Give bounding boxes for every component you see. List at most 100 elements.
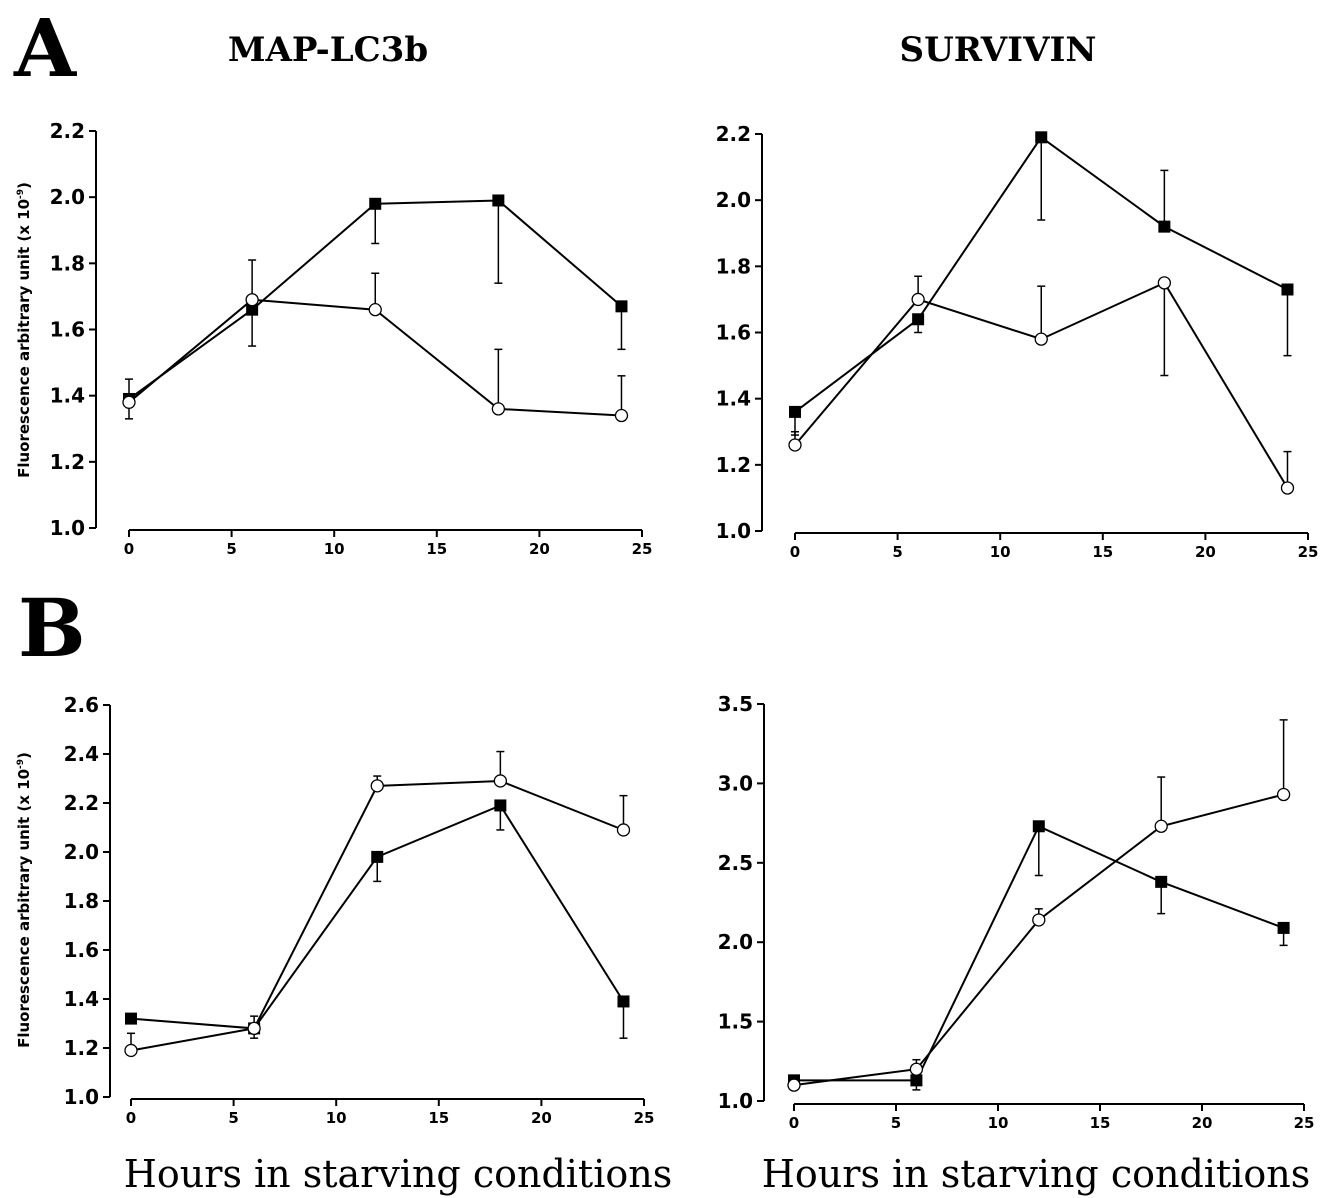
x-tick-label: 0 [124, 540, 134, 558]
chart-a2: 1.0 1.2 1.4 1.6 1.8 2.0 2.2 0 5 10 15 20 25 [716, 122, 1319, 561]
x-tick-label: 20 [1195, 543, 1216, 561]
marker-open-circle [909, 1062, 924, 1076]
y-tick-label: 1.2 [50, 450, 85, 474]
marker-filled-square [615, 300, 628, 313]
panel-label-a: A [14, 1, 77, 95]
column-title-map-lc3b: MAP-LC3b [227, 30, 429, 70]
marker-open-circle [245, 293, 259, 307]
x-tick-label: 0 [790, 543, 800, 561]
y-tick-label: 1.0 [64, 1085, 99, 1109]
marker-open-circle [368, 302, 382, 317]
marker-open-circle [911, 292, 925, 307]
y-tick-label: 2.0 [716, 188, 751, 212]
x-tick-label: 15 [1090, 1114, 1111, 1132]
marker-open-circle [787, 1078, 801, 1092]
panel-label-b: B [18, 581, 86, 675]
y-tick-label: 2.0 [718, 930, 753, 954]
marker-filled-square [369, 197, 382, 210]
y-tick-label: 1.0 [718, 1089, 753, 1113]
chart-b2: 1.0 1.5 2.0 2.5 3.0 3.5 0 5 10 15 20 25 [718, 692, 1315, 1132]
marker-filled-square [789, 405, 801, 418]
y-tick-label: 1.6 [716, 321, 751, 345]
marker-filled-square [1155, 875, 1168, 888]
x-tick-label: 5 [891, 1114, 901, 1132]
marker-open-circle [616, 823, 631, 837]
y-tick-label: 1.4 [716, 387, 751, 411]
x-tick-label: 20 [531, 1109, 552, 1127]
y-tick-label: 1.2 [716, 453, 751, 477]
chart-b1: 1.0 1.2 1.4 1.6 1.8 2.0 2.2 2.4 2.6 0 5 10 15 20 25 [64, 693, 655, 1127]
x-tick-label: 5 [892, 543, 902, 561]
marker-filled-square [912, 313, 925, 326]
y-tick-label: 1.4 [64, 987, 99, 1011]
x-tick-label: 20 [1192, 1114, 1213, 1132]
y-tick-label: 1.6 [64, 938, 99, 962]
x-tick-label: 25 [632, 540, 653, 558]
marker-filled-square [246, 303, 259, 316]
marker-open-circle [122, 395, 136, 409]
marker-open-circle [247, 1021, 261, 1036]
marker-filled-square [494, 799, 507, 812]
y-tick-label: 1.4 [50, 384, 85, 408]
y-tick-label: 1.0 [716, 519, 751, 543]
y-tick-label: 1.8 [50, 251, 85, 275]
marker-open-circle [1280, 481, 1295, 495]
marker-filled-square [1035, 131, 1048, 144]
marker-open-circle [493, 774, 508, 788]
series-open-circle-line [130, 779, 624, 1052]
x-tick-label: 10 [990, 543, 1011, 561]
y-tick-label: 2.6 [64, 693, 99, 717]
y-tick-label: 2.4 [64, 742, 99, 766]
marker-filled-square [1277, 921, 1290, 934]
marker-filled-square [1158, 220, 1171, 233]
marker-filled-square [125, 1012, 137, 1025]
marker-open-circle [614, 408, 629, 423]
x-tick-label: 5 [228, 1109, 238, 1127]
chart-a1: 1.0 1.2 1.4 1.6 1.8 2.0 2.2 0 5 10 15 20 25 [50, 119, 653, 558]
y-tick-label: 3.5 [718, 692, 753, 716]
marker-open-circle [124, 1043, 138, 1058]
marker-filled-square [910, 1074, 923, 1087]
marker-open-circle [788, 438, 802, 452]
marker-open-circle [1032, 913, 1046, 927]
series-filled-square-line [130, 804, 625, 1030]
marker-open-circle [1276, 787, 1291, 802]
x-tick-label: 10 [988, 1114, 1009, 1132]
y-tick-label: 1.8 [64, 889, 99, 913]
x-tick-label: 25 [1298, 543, 1319, 561]
y-tick-label: 2.0 [64, 840, 99, 864]
y-tick-label: 2.5 [718, 851, 753, 875]
x-tick-label: 15 [426, 540, 447, 558]
x-tick-label: 25 [1294, 1114, 1315, 1132]
y-tick-label: 2.2 [716, 122, 751, 146]
x-axis-label-b1: Hours in starving conditions [123, 1152, 673, 1196]
y-tick-label: 2.2 [64, 791, 99, 815]
marker-open-circle [491, 402, 506, 416]
x-tick-label: 5 [226, 540, 236, 558]
marker-filled-square [617, 995, 630, 1008]
marker-filled-square [492, 194, 505, 207]
y-tick-label: 2.0 [50, 185, 85, 209]
marker-open-circle [1154, 819, 1168, 833]
marker-open-circle [1157, 276, 1172, 290]
x-tick-label: 10 [326, 1109, 347, 1127]
y-tick-label: 1.8 [716, 254, 751, 278]
x-tick-label: 10 [324, 540, 345, 558]
y-tick-label: 2.2 [50, 119, 85, 143]
y-tick-label: 1.5 [718, 1010, 753, 1034]
series-open-circle-line [128, 298, 622, 417]
y-tick-label: 1.2 [64, 1036, 99, 1060]
marker-open-circle [370, 779, 384, 793]
marker-filled-square [1281, 283, 1294, 296]
x-tick-label: 15 [428, 1109, 449, 1127]
y-tick-label: 3.0 [718, 771, 753, 795]
marker-filled-square [371, 850, 384, 863]
x-tick-label: 0 [126, 1109, 136, 1127]
y-tick-label: 1.0 [50, 516, 85, 540]
column-title-survivin: SURVIVIN [899, 30, 1097, 70]
x-axis-label-b2: Hours in starving conditions [761, 1152, 1311, 1196]
x-tick-label: 25 [634, 1109, 655, 1127]
marker-filled-square [1032, 820, 1045, 833]
x-tick-label: 20 [529, 540, 550, 558]
